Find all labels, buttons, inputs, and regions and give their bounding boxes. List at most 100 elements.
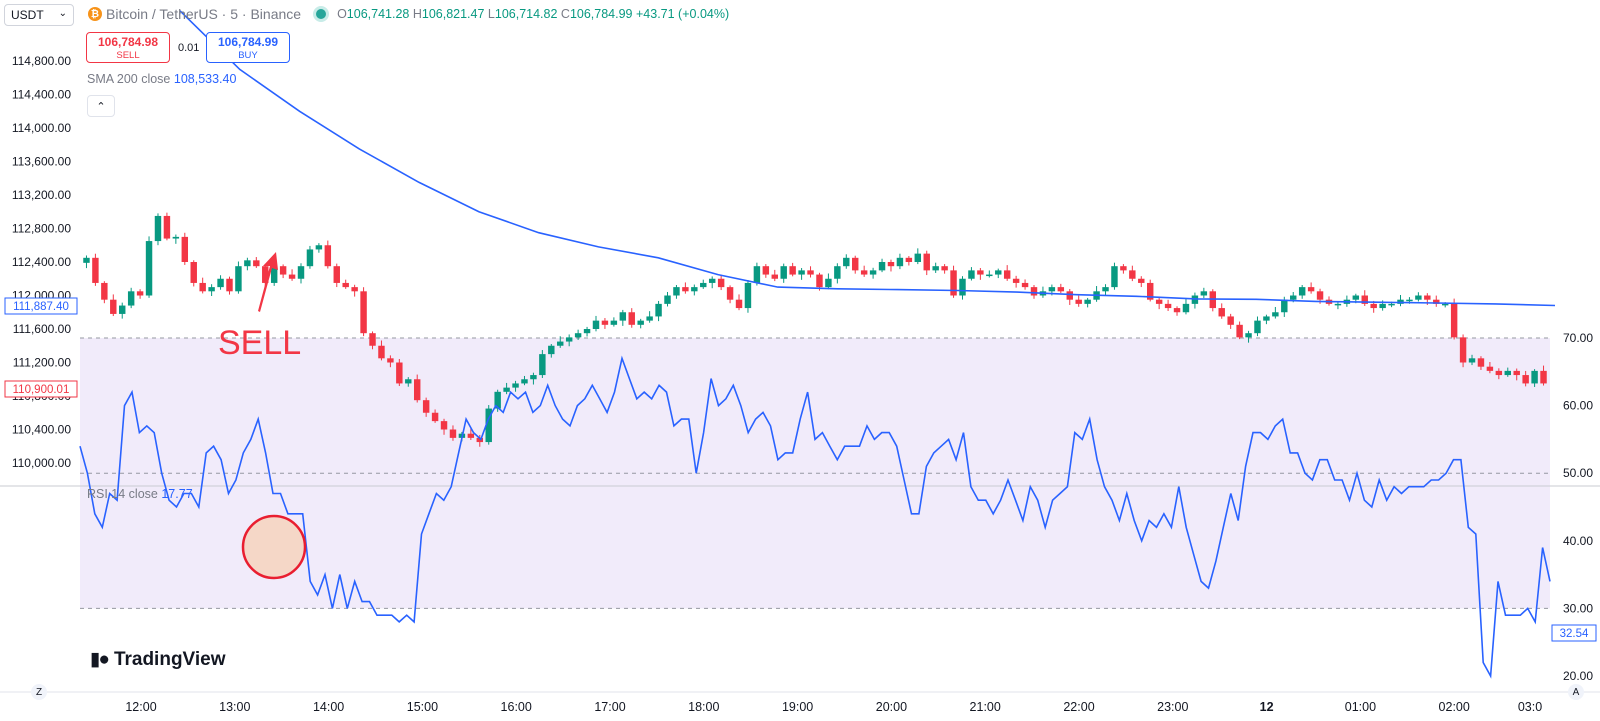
buy-button[interactable]: 106,784.99 BUY <box>206 32 290 63</box>
candle-body <box>923 253 930 271</box>
candle-body <box>628 312 635 325</box>
symbol-legend[interactable]: ₿ Bitcoin / TetherUS · 5 · Binance O106,… <box>88 6 729 22</box>
time-tick-label: 21:00 <box>970 700 1001 714</box>
candle-body <box>145 241 153 296</box>
sma-legend[interactable]: SMA 200 close 108,533.40 <box>87 72 236 86</box>
candle-body <box>119 305 126 314</box>
collapse-legend-button[interactable]: ⌃ <box>87 95 115 117</box>
rsi-legend-value: 17.77 <box>161 487 193 501</box>
candle-body <box>1012 278 1020 283</box>
candle-body <box>405 379 412 384</box>
time-tick-label: 20:00 <box>876 700 907 714</box>
candle-body <box>825 278 832 288</box>
candle-body <box>1281 299 1288 313</box>
time-tick-label: 22:00 <box>1063 700 1094 714</box>
candle-body <box>1272 312 1279 317</box>
candle-body <box>816 274 823 288</box>
candle-body <box>485 408 492 443</box>
price-badge-current <box>4 380 78 398</box>
candle-body <box>279 266 287 275</box>
rsi-legend-label: RSI 14 close <box>87 487 158 501</box>
candle-body <box>1057 287 1065 292</box>
candle-body <box>807 270 814 275</box>
ohlc-open: 106,741.28 <box>346 7 410 21</box>
candle-body <box>92 257 99 283</box>
candle-body <box>422 400 430 413</box>
time-tick-label: 01:00 <box>1345 700 1376 714</box>
candle-body <box>601 320 609 325</box>
candle-body <box>700 282 707 288</box>
candle-body <box>1531 370 1538 384</box>
candle-body <box>610 320 618 325</box>
rsi-legend[interactable]: RSI 14 close 17.77 <box>87 487 193 501</box>
candle-body <box>1182 303 1190 313</box>
candle-body <box>1120 266 1127 271</box>
time-tick-label: 19:00 <box>782 700 813 714</box>
candle-body <box>1406 299 1413 302</box>
candle-body <box>843 257 850 267</box>
candle-body <box>574 333 582 338</box>
candle-body <box>780 266 787 279</box>
candle-body <box>762 266 770 275</box>
candle-body <box>1415 295 1422 300</box>
tradingview-name: TradingView <box>113 648 226 670</box>
candle-body <box>396 362 403 384</box>
candle-body <box>664 295 671 304</box>
zoom-button[interactable]: Z <box>31 684 47 700</box>
candle-body <box>932 266 939 271</box>
candle-body <box>378 345 385 359</box>
price-tick-label: 110,400.00 <box>12 423 71 437</box>
candle-body <box>592 320 600 329</box>
candle-body <box>682 287 689 292</box>
ohlc-change: +43.71 (+0.04%) <box>636 7 730 21</box>
candle-body <box>619 312 627 321</box>
rsi-tick-label: 20.00 <box>1563 669 1593 683</box>
candle-body <box>1307 287 1315 292</box>
candle-body <box>494 391 501 409</box>
candle-body <box>905 257 913 262</box>
rsi-tick-label: 50.00 <box>1563 466 1593 480</box>
candle-body <box>83 257 90 263</box>
candle-body <box>1459 337 1467 363</box>
candle-body <box>869 270 877 275</box>
candle-body <box>154 215 162 242</box>
candle-body <box>744 282 752 309</box>
candle-body <box>1316 291 1324 300</box>
market-open-icon <box>313 6 330 22</box>
candle-body <box>1334 303 1342 306</box>
candle-body <box>244 260 251 267</box>
candle-body <box>521 379 528 384</box>
candle-body <box>413 379 421 401</box>
candle-body <box>110 299 117 314</box>
buy-label: BUY <box>238 50 258 61</box>
candle-body <box>1048 287 1056 292</box>
time-tick-label: 14:00 <box>313 700 344 714</box>
candle-body <box>896 257 904 267</box>
time-tick-label: 18:00 <box>688 700 719 714</box>
candle-body <box>1388 303 1395 306</box>
candle-body <box>1200 291 1208 296</box>
currency-select[interactable]: USDT ⌄ <box>4 4 74 26</box>
candle-body <box>1522 375 1529 384</box>
price-tick-label: 112,800.00 <box>12 222 71 236</box>
candle-body <box>968 270 975 279</box>
candle-body <box>235 266 242 292</box>
ohlc-high: 106,821.47 <box>421 7 485 21</box>
sell-button[interactable]: 106,784.98 SELL <box>86 32 170 63</box>
order-quantity[interactable]: 0.01 <box>178 42 200 54</box>
price-badge-low-marker-text: 111,887.40 <box>13 301 69 313</box>
candle-body <box>351 287 358 292</box>
price-tick-label: 113,200.00 <box>12 188 71 202</box>
time-tick-label: 13:00 <box>219 700 250 714</box>
sell-price: 106,784.98 <box>97 35 159 49</box>
candle-body <box>717 278 725 288</box>
candle-body <box>914 253 922 262</box>
candle-body <box>360 291 367 334</box>
candle-body <box>1361 295 1368 304</box>
candle-body <box>1450 303 1458 338</box>
bitcoin-icon: ₿ <box>88 7 102 21</box>
auto-scale-button[interactable]: A <box>1568 684 1584 700</box>
tradingview-logo[interactable]: ▮● TradingView <box>90 648 226 671</box>
candle-body <box>127 291 135 306</box>
